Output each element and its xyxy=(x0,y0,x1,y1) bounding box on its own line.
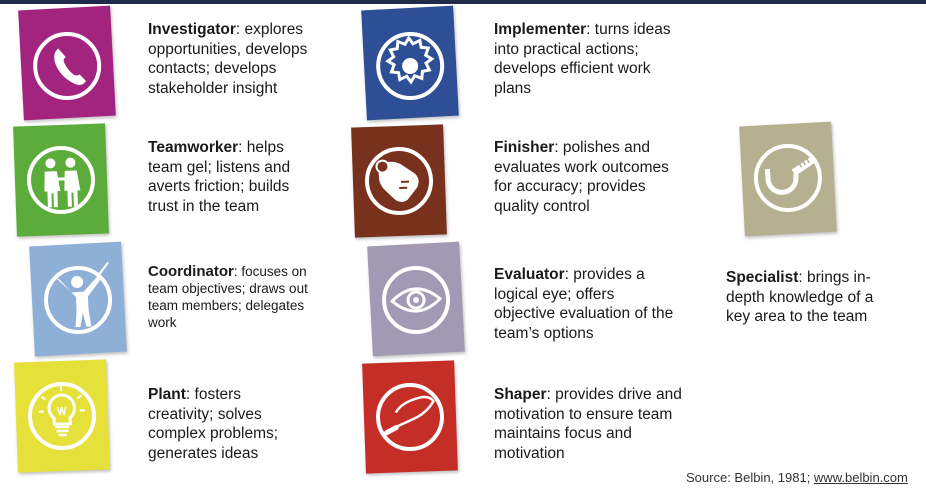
coordinator-text: Coordinator: focuses on team objectives;… xyxy=(148,263,328,331)
evaluator-text: Evaluator: provides a logical eye; offer… xyxy=(494,265,674,343)
shaper-title: Shaper xyxy=(494,386,547,403)
implementer-tile xyxy=(361,5,459,121)
implementer-title: Implementer xyxy=(494,21,587,38)
evaluator-tile xyxy=(367,241,465,357)
teamworker-tile xyxy=(13,123,109,237)
two-people-icon xyxy=(26,146,95,214)
investigator-tile xyxy=(18,5,116,121)
finisher-tile xyxy=(351,124,447,238)
plant-tile xyxy=(14,359,110,473)
investigator-title: Investigator xyxy=(148,21,236,38)
specialist-title: Specialist xyxy=(726,269,799,286)
micrometer-icon xyxy=(753,144,822,213)
coordinator-title: Coordinator xyxy=(148,263,234,280)
implementer-desc: : turns ideas into practical actions; de… xyxy=(494,21,671,97)
investigator-text: Investigator: explores opportunities, de… xyxy=(148,20,338,98)
top-bar xyxy=(0,0,926,4)
shaper-tile xyxy=(362,360,458,474)
telephone-icon xyxy=(33,31,102,100)
evaluator-title: Evaluator xyxy=(494,266,565,283)
implementer-text: Implementer: turns ideas into practical … xyxy=(494,20,674,98)
investigator-desc: : explores opportunities, develops conta… xyxy=(148,21,308,97)
shaper-text: Shaper: provides drive and motivation to… xyxy=(494,385,684,463)
source-prefix: Source: Belbin, 1981; xyxy=(686,470,814,485)
finisher-text: Finisher: polishes and evaluates work ou… xyxy=(494,138,669,216)
specialist-tile xyxy=(739,121,837,237)
finisher-desc: : polishes and evaluates work outcomes f… xyxy=(494,139,669,215)
plant-title: Plant xyxy=(148,386,186,403)
gear-icon xyxy=(376,31,445,100)
whip-icon xyxy=(376,383,444,451)
specialist-text: Specialist: brings in-depth knowledge of… xyxy=(726,268,896,327)
belbin-link[interactable]: www.belbin.com xyxy=(813,470,908,485)
source-citation: Source: Belbin, 1981; www.belbin.com xyxy=(686,470,908,485)
coordinator-tile xyxy=(29,241,127,357)
teamworker-text: Teamworker: helps team gel; listens and … xyxy=(148,138,318,216)
teamworker-title: Teamworker xyxy=(148,139,239,156)
specialist-desc: : brings in-depth knowledge of a key are… xyxy=(726,269,874,325)
conductor-icon xyxy=(44,261,113,334)
coordinator-desc: : focuses on team objectives; draws out … xyxy=(148,264,308,330)
plant-desc: : fosters creativity; solves complex pro… xyxy=(148,386,279,462)
finisher-title: Finisher xyxy=(494,139,555,156)
plant-text: Plant: fosters creativity; solves comple… xyxy=(148,385,288,463)
hand-polishing-icon xyxy=(365,147,433,215)
evaluator-desc: : provides a logical eye; offers objecti… xyxy=(494,266,674,342)
shaper-desc: : provides drive and motivation to ensur… xyxy=(494,386,682,462)
eye-icon xyxy=(382,265,451,334)
teamworker-desc: : helps team gel; listens and averts fri… xyxy=(148,139,291,215)
light-bulb-icon xyxy=(27,382,96,450)
